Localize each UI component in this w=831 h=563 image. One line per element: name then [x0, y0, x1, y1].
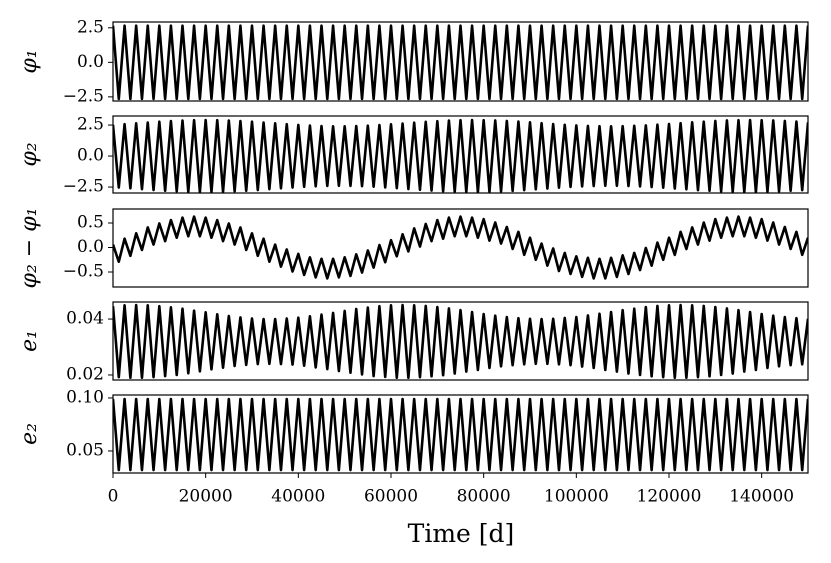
y-axis-label: φ₂: [17, 142, 42, 166]
y-axis-label: φ₁: [17, 49, 42, 73]
x-axis-label: Time [d]: [408, 519, 515, 548]
y-tick-label: 2.5: [77, 17, 104, 37]
x-tick-label: 120000: [637, 487, 702, 507]
data-line: [113, 303, 808, 380]
y-tick-label: 0.02: [66, 364, 104, 384]
y-tick-label: −2.5: [63, 177, 104, 197]
y-tick-label: 0.5: [77, 213, 104, 233]
y-axis-label: e₁: [17, 330, 42, 352]
y-tick-label: 0.0: [77, 146, 104, 166]
y-tick-label: 0.0: [77, 52, 104, 72]
axes-frame: [112, 115, 809, 194]
y-tick-label: −2.5: [63, 86, 104, 106]
x-tick-label: 140000: [729, 487, 794, 507]
y-tick-label: 0.10: [66, 387, 104, 407]
x-tick-label: 100000: [544, 487, 609, 507]
y-tick-label: 0.05: [66, 440, 104, 460]
axes-frame: [112, 394, 809, 474]
data-line: [113, 24, 808, 101]
x-tick-label: 80000: [457, 487, 511, 507]
data-line: [113, 215, 808, 280]
y-tick-label: −0.5: [63, 262, 104, 282]
y-tick-label: 2.5: [77, 115, 104, 135]
x-tick-label: 60000: [364, 487, 418, 507]
y-axis-label: e₂: [17, 423, 42, 445]
x-tick-label: 20000: [179, 487, 233, 507]
data-line: [113, 397, 808, 472]
x-tick-label: 0: [108, 487, 119, 507]
axes-frame: [112, 301, 809, 381]
y-tick-label: 0.0: [77, 237, 104, 257]
axes-frame: [112, 208, 809, 288]
y-tick-label: 0.04: [66, 309, 104, 329]
axes-frame: [112, 21, 809, 102]
y-axis-label: φ₂ − φ₁: [17, 208, 42, 289]
x-tick-label: 40000: [271, 487, 325, 507]
data-line: [113, 118, 808, 193]
